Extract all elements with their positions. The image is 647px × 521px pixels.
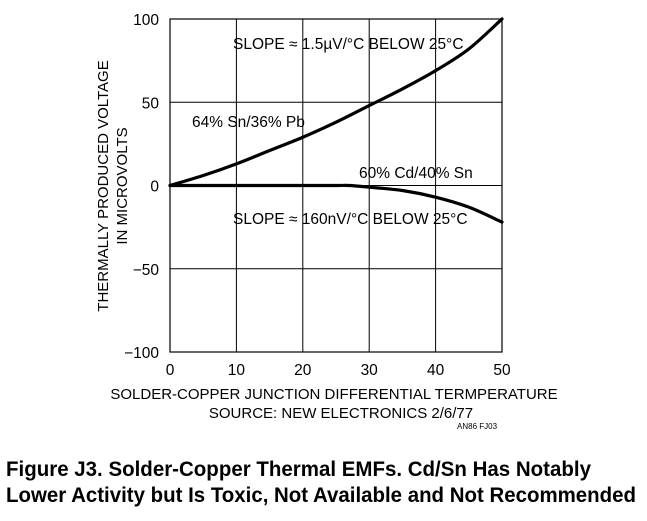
slope-annotation-bottom: SLOPE ≈ 160nV/°C BELOW 25°C	[233, 211, 468, 228]
source-note: SOURCE: NEW ELECTRONICS 2/6/77	[209, 405, 473, 422]
x-tick-labels: 0 10 20 30 40 50	[166, 362, 511, 379]
y-tick-label: −100	[124, 345, 159, 362]
x-axis-label: SOLDER-COPPER JUNCTION DIFFERENTIAL TERM…	[110, 386, 557, 403]
x-tick-label: 10	[228, 362, 246, 379]
y-tick-label: 100	[133, 12, 159, 29]
y-axis-label-line1: THERMALLY PRODUCED VOLTAGE	[95, 60, 112, 311]
series-label-sn-pb: 64% Sn/36% Pb	[192, 114, 305, 131]
series-line-cd-sn	[168, 183, 504, 224]
caption-line2: Lower Activity but Is Toxic, Not Availab…	[6, 483, 636, 507]
x-tick-label: 40	[427, 362, 445, 379]
series-lines	[168, 17, 504, 224]
figure-ref-code: AN86 FJ03	[457, 422, 498, 431]
y-axis-label-line2: IN MICROVOLTS	[114, 127, 131, 244]
slope-annotation-top: SLOPE ≈ 1.5µV/°C BELOW 25°C	[233, 36, 464, 53]
series-line-sn-pb	[168, 17, 504, 188]
y-tick-label: 50	[142, 95, 160, 112]
x-tick-label: 30	[361, 362, 379, 379]
y-tick-label: 0	[150, 179, 159, 196]
x-tick-label: 50	[493, 362, 511, 379]
x-tick-label: 20	[294, 362, 312, 379]
y-tick-labels: 100 50 0 −50 −100	[124, 12, 159, 362]
x-tick-label: 0	[166, 362, 175, 379]
y-tick-label: −50	[133, 262, 160, 279]
caption-line1: Figure J3. Solder-Copper Thermal EMFs. C…	[6, 457, 591, 481]
series-label-cd-sn: 60% Cd/40% Sn	[359, 165, 473, 182]
